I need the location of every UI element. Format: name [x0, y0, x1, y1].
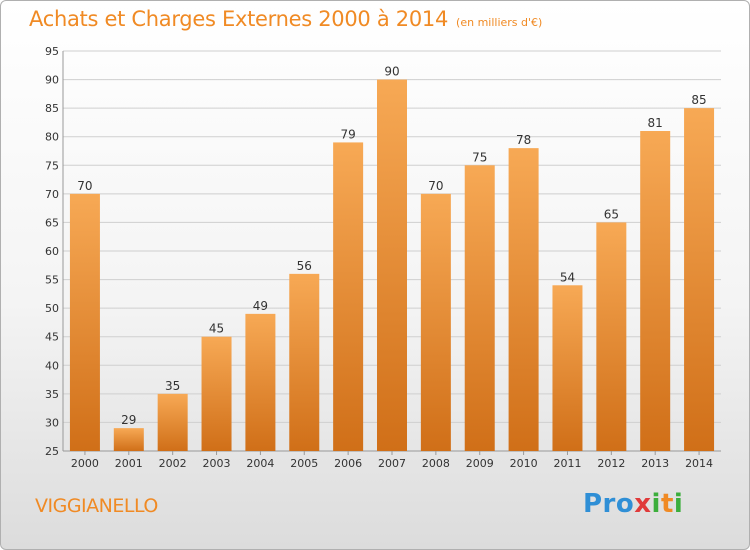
- y-tick-label: 95: [45, 45, 59, 58]
- y-tick-label: 30: [45, 416, 59, 429]
- bar-2000: [69, 193, 100, 451]
- bar-value-label: 65: [604, 207, 619, 221]
- y-tick-label: 65: [45, 216, 59, 229]
- bar-2008: [420, 193, 451, 451]
- y-tick-label: 60: [45, 245, 59, 258]
- y-tick-label: 55: [45, 274, 59, 287]
- town-name: VIGGIANELLO: [35, 495, 158, 517]
- y-tick-label: 90: [45, 74, 59, 87]
- x-tick-label: 2014: [685, 457, 713, 470]
- bar-2007: [377, 79, 407, 452]
- bar-value-label: 35: [165, 379, 180, 393]
- y-tick-label: 35: [45, 388, 59, 401]
- bar-2010: [508, 148, 539, 451]
- y-tick-label: 50: [45, 302, 59, 315]
- bars: [69, 79, 715, 452]
- bar-value-label: 70: [77, 179, 92, 193]
- bar-2009: [464, 165, 495, 452]
- y-tick-label: 85: [45, 102, 59, 115]
- bar-2003: [201, 336, 232, 451]
- y-tick-label: 80: [45, 131, 59, 144]
- bar-value-label: 56: [297, 259, 312, 273]
- x-tick-label: 2013: [641, 457, 669, 470]
- x-tick-label: 2010: [510, 457, 538, 470]
- bar-2001: [113, 428, 144, 451]
- x-tick-label: 2009: [466, 457, 494, 470]
- bar-2005: [289, 273, 320, 451]
- bar-value-label: 45: [209, 322, 224, 336]
- x-tick-label: 2005: [290, 457, 318, 470]
- bar-2011: [552, 285, 583, 451]
- bar-value-label: 79: [340, 127, 355, 141]
- y-tick-label: 45: [45, 331, 59, 344]
- bar-value-label: 85: [691, 93, 706, 107]
- bar-2006: [333, 142, 364, 451]
- bar-value-label: 49: [253, 299, 268, 313]
- x-tick-label: 2006: [334, 457, 362, 470]
- bar-2013: [640, 131, 671, 451]
- x-tick-label: 2001: [115, 457, 143, 470]
- bar-value-label: 78: [516, 133, 531, 147]
- y-tick-label: 40: [45, 359, 59, 372]
- bar-value-label: 54: [560, 270, 575, 284]
- x-tick-label: 2002: [159, 457, 187, 470]
- bar-value-label: 90: [384, 65, 399, 79]
- bar-value-label: 75: [472, 150, 487, 164]
- x-tick-label: 2012: [597, 457, 625, 470]
- y-tick-label: 75: [45, 159, 59, 172]
- bar-2012: [596, 222, 627, 451]
- proxiti-logo[interactable]: Proxiti: [583, 489, 684, 519]
- x-tick-label: 2004: [246, 457, 274, 470]
- x-tick-label: 2003: [203, 457, 231, 470]
- bar-value-label: 29: [121, 413, 136, 427]
- x-tick-label: 2011: [553, 457, 581, 470]
- chart-subtitle: (en milliers d'€): [456, 16, 543, 29]
- x-tick-label: 2007: [378, 457, 406, 470]
- bar-2004: [245, 313, 276, 451]
- y-tick-label: 25: [45, 445, 59, 458]
- chart-title: Achats et Charges Externes 2000 à 2014 (e…: [29, 7, 543, 31]
- x-tick-label: 2000: [71, 457, 99, 470]
- y-tick-label: 70: [45, 188, 59, 201]
- x-tick-label: 2008: [422, 457, 450, 470]
- bar-2014: [684, 108, 715, 452]
- labels: 25 30 35 40 45 50 55 60 65 70 75 80 85 90 95 70 2000 29 20…: [45, 45, 713, 470]
- bar-2002: [157, 393, 188, 451]
- bar-value-label: 70: [428, 179, 443, 193]
- bar-value-label: 81: [648, 116, 663, 130]
